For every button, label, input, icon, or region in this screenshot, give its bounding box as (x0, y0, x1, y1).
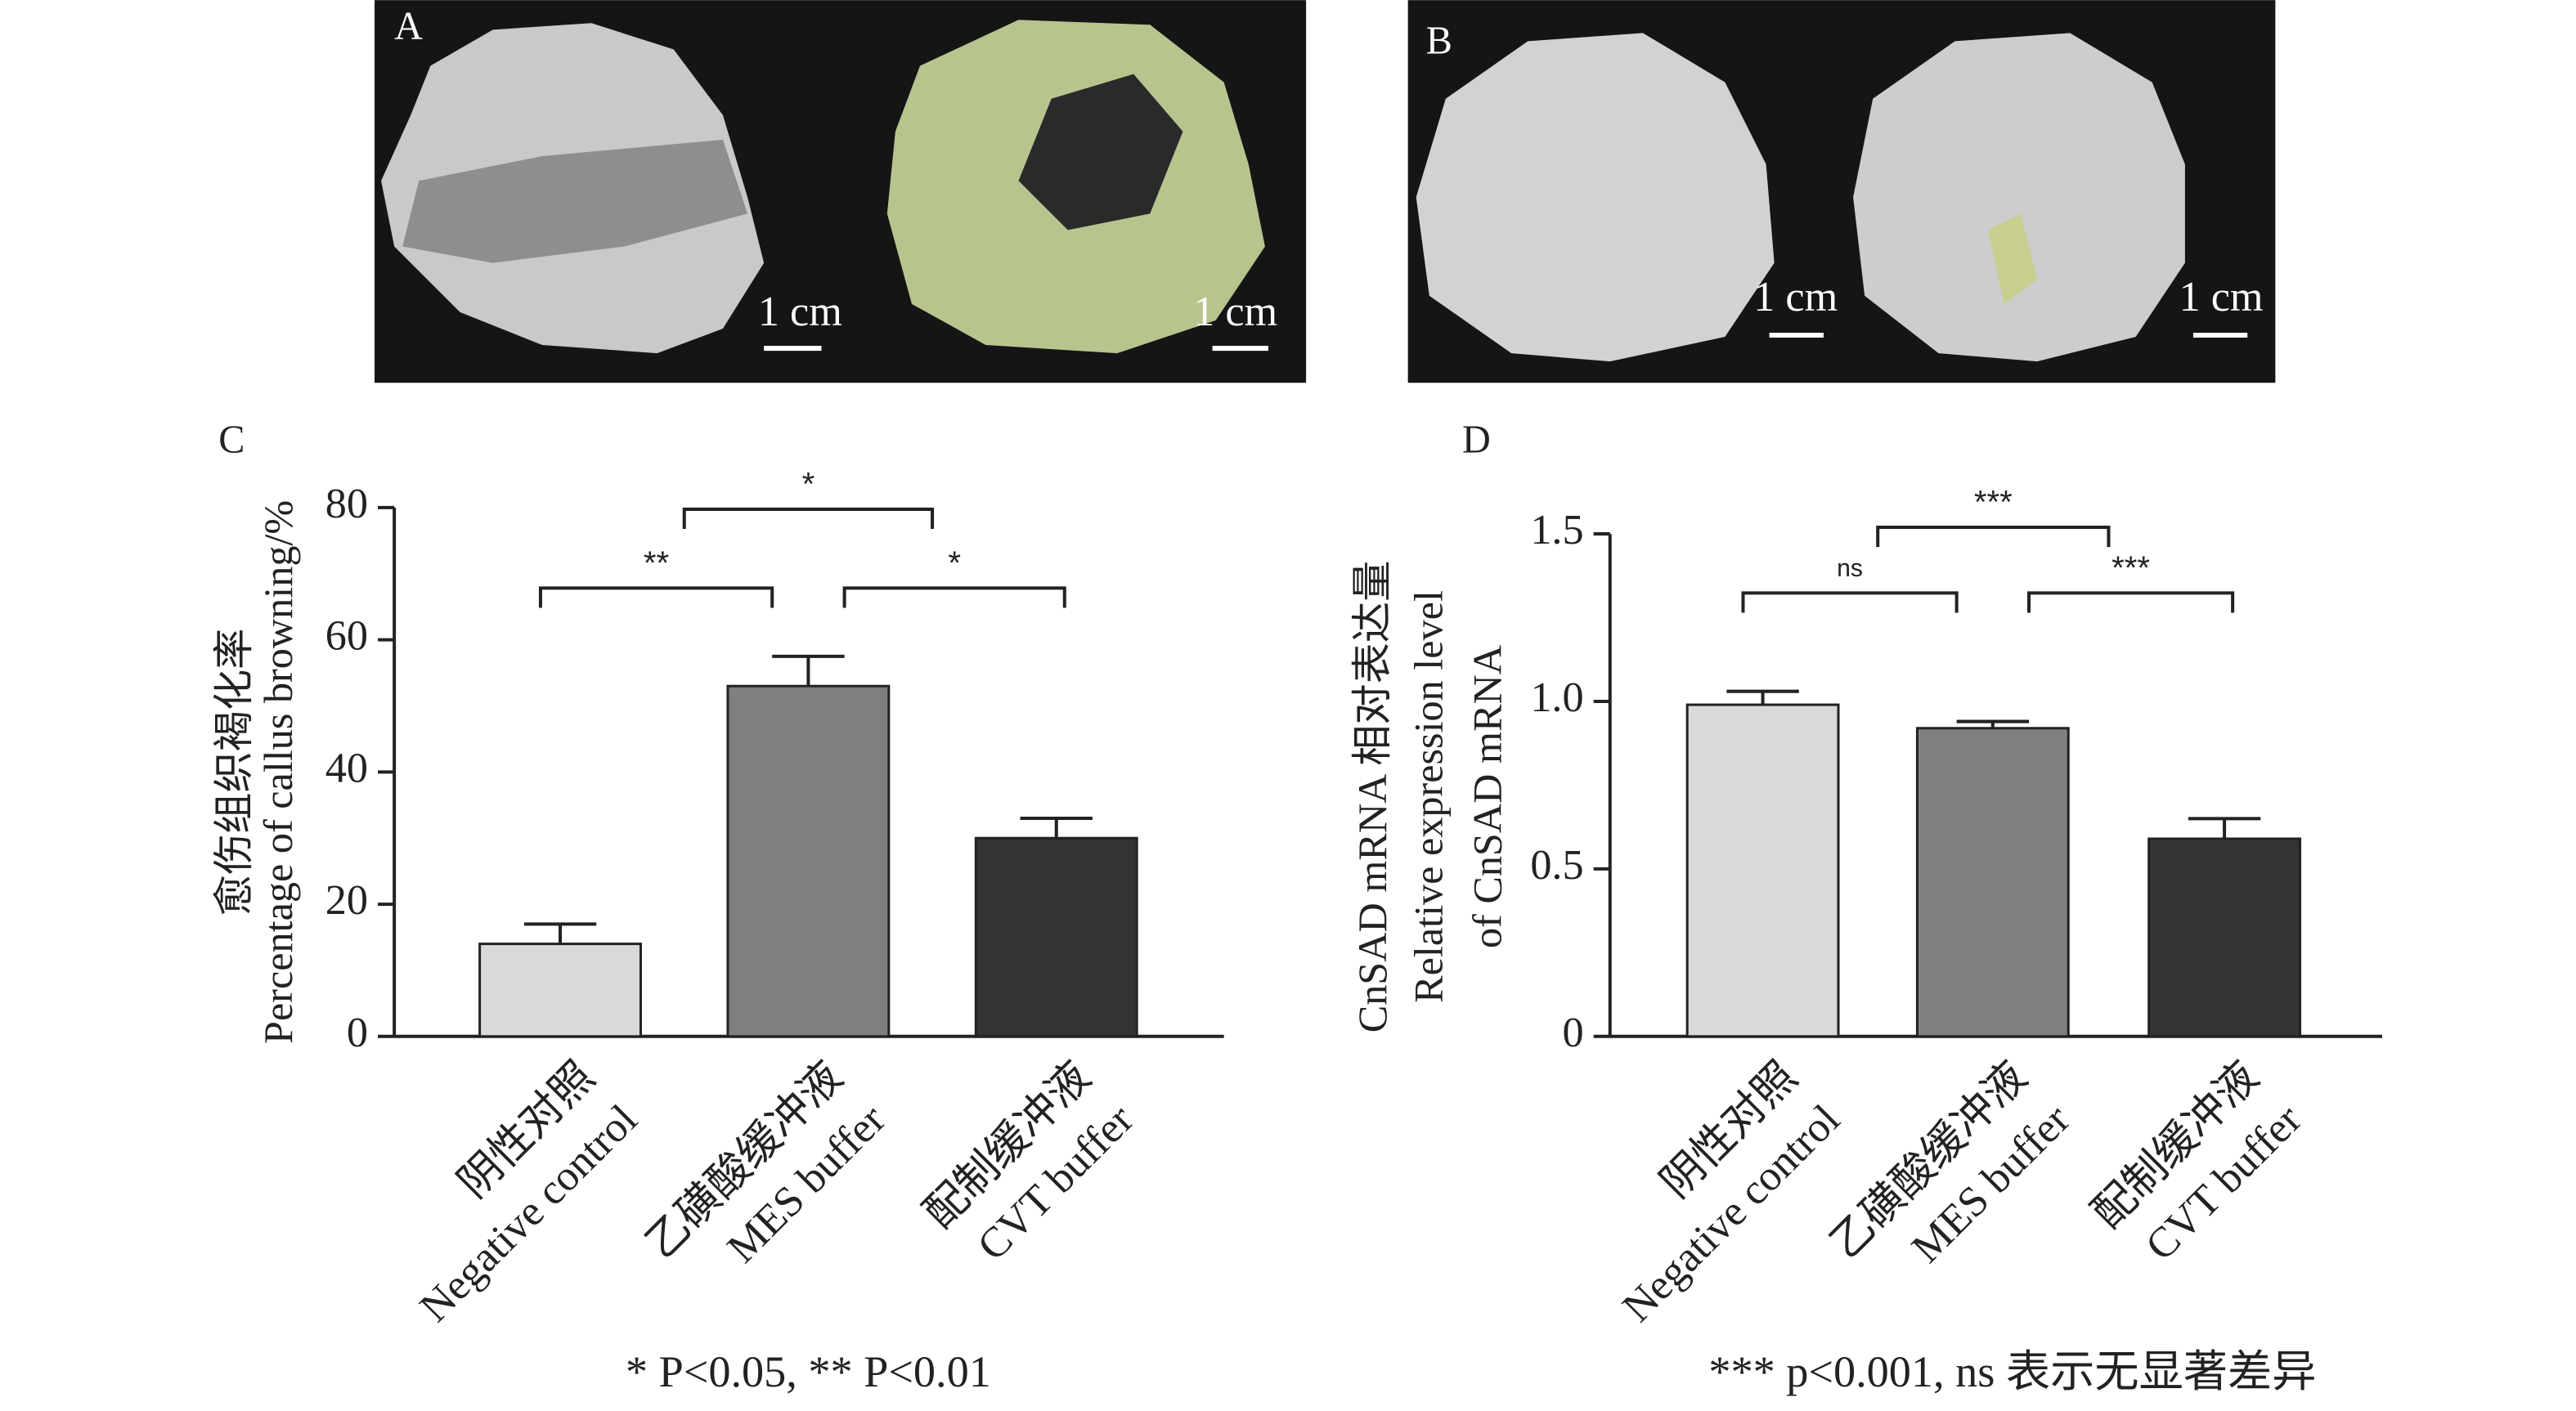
error-bar (1726, 689, 1799, 706)
significance-label: * (802, 465, 815, 502)
error-bar (1956, 719, 2030, 728)
significance-label: ns (1837, 555, 1863, 582)
significance-bracket (1876, 526, 2111, 548)
error-bar (2188, 817, 2261, 840)
significance-label: *** (1974, 484, 2013, 521)
y-tick-label: 80 (325, 480, 368, 527)
y-axis-label: Percentage of callus browning/% (255, 500, 301, 1044)
significance-label: ** (644, 544, 669, 581)
scale-label: 1 cm (758, 288, 842, 335)
scale-label: 1 cm (1193, 288, 1277, 335)
bar (1685, 703, 1840, 1038)
y-axis-label: Relative expression level (1405, 590, 1451, 1003)
y-tick-label: 0 (1562, 1009, 1583, 1056)
y-axis-label: of CnSAD mRNA (1465, 645, 1510, 948)
y-tick-label: 40 (325, 744, 368, 791)
y-tick-label: 20 (325, 876, 368, 924)
y-tick-label: 60 (325, 612, 368, 660)
y-tick-label: 1.0 (1530, 674, 1583, 721)
callus-photo (1416, 33, 1775, 362)
panel-label: B (1426, 19, 1452, 62)
error-bar (523, 922, 597, 944)
bar (2147, 837, 2302, 1038)
y-tick-label: 0 (347, 1009, 368, 1056)
panel-label: C (218, 419, 245, 462)
y-axis-label: CnSAD mRNA 相对表达量 (1349, 561, 1395, 1033)
scale-label: 1 cm (2179, 273, 2264, 320)
bar (478, 943, 642, 1038)
significance-label: * (948, 544, 961, 581)
significance-bracket (842, 586, 1066, 608)
callus-photo (1018, 74, 1183, 231)
significance-bracket (538, 586, 774, 608)
bar (974, 836, 1138, 1038)
significance-label: *** (2112, 549, 2150, 586)
bar (1915, 727, 2070, 1038)
y-tick-label: 0.5 (1530, 841, 1583, 889)
scale-label: 1 cm (1753, 273, 1838, 320)
footnote: *** p<0.001, ns 表示无显著差异 (1708, 1347, 2316, 1396)
y-axis-label: 愈伤组织褐化率 (211, 629, 257, 916)
significance-bracket (2027, 591, 2235, 613)
callus-photo (402, 139, 748, 263)
panel-label: D (1462, 419, 1491, 462)
callus-photo (1853, 33, 2185, 362)
significance-bracket (1741, 591, 1959, 613)
error-bar (772, 654, 845, 687)
y-tick-label: 1.5 (1530, 506, 1583, 553)
error-bar (1020, 816, 1093, 839)
bar (726, 684, 891, 1038)
footnote: * P<0.05, ** P<0.01 (626, 1347, 991, 1396)
panel-label: A (394, 4, 423, 47)
callus-photo (1987, 213, 2038, 304)
significance-bracket (682, 507, 935, 530)
